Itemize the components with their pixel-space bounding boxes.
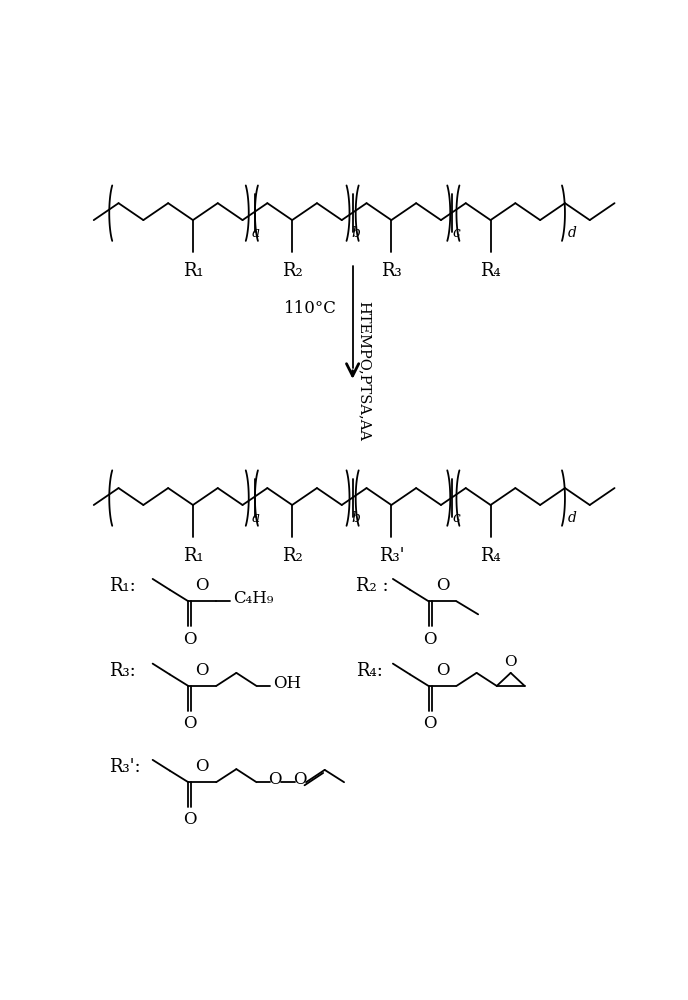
Text: R₁: R₁ bbox=[182, 547, 203, 565]
Text: d: d bbox=[568, 226, 576, 240]
Text: O: O bbox=[183, 631, 197, 648]
Text: R₂ :: R₂ : bbox=[356, 577, 388, 595]
Text: c: c bbox=[453, 511, 460, 525]
Text: C₄H₉: C₄H₉ bbox=[233, 590, 274, 607]
Text: O: O bbox=[183, 811, 197, 828]
Text: R₃:: R₃: bbox=[109, 662, 136, 680]
Text: b: b bbox=[352, 226, 361, 240]
Text: R₃: R₃ bbox=[381, 262, 402, 280]
Text: O: O bbox=[423, 631, 437, 648]
Text: R₄: R₄ bbox=[480, 547, 501, 565]
Text: a: a bbox=[251, 511, 259, 525]
Text: b: b bbox=[352, 511, 361, 525]
Text: O: O bbox=[195, 758, 209, 775]
Text: d: d bbox=[568, 511, 576, 525]
Text: HTEMPO,PTSA,AA: HTEMPO,PTSA,AA bbox=[356, 301, 370, 441]
Text: R₃': R₃' bbox=[378, 547, 404, 565]
Text: R₄: R₄ bbox=[480, 262, 501, 280]
Text: O: O bbox=[504, 655, 517, 669]
Text: O: O bbox=[423, 715, 437, 732]
Text: O: O bbox=[268, 771, 282, 788]
Text: R₄:: R₄: bbox=[356, 662, 383, 680]
Text: c: c bbox=[453, 226, 460, 240]
Text: a: a bbox=[251, 226, 259, 240]
Text: R₁:: R₁: bbox=[109, 577, 136, 595]
Text: R₂: R₂ bbox=[282, 547, 303, 565]
Text: R₁: R₁ bbox=[182, 262, 203, 280]
Text: R₃':: R₃': bbox=[109, 758, 141, 776]
Text: 110°C: 110°C bbox=[284, 300, 337, 317]
Text: OH: OH bbox=[274, 675, 301, 692]
Text: R₂: R₂ bbox=[282, 262, 303, 280]
Text: O: O bbox=[195, 577, 209, 594]
Text: O: O bbox=[436, 662, 449, 679]
Text: O: O bbox=[183, 715, 197, 732]
Text: O: O bbox=[195, 662, 209, 679]
Text: O: O bbox=[436, 577, 449, 594]
Text: O: O bbox=[293, 771, 307, 788]
